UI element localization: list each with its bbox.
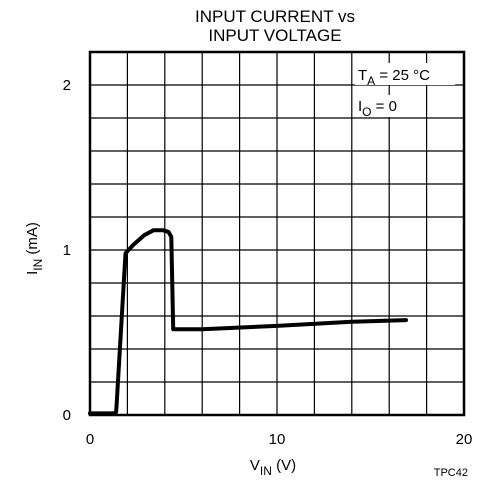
grid [90,52,464,415]
chart-title-line-1: INPUT CURRENT vs [195,7,355,26]
annotation-output-current: IO = 0 [358,98,397,119]
x-tick-label: 10 [269,431,286,448]
annotation-box-2 [355,95,407,117]
y-tick-labels: 0 1 2 [63,77,71,424]
figure-code: TPC42 [434,467,468,479]
annotations: TA = 25 °C IO = 0 [355,63,455,119]
x-tick-labels: 0 10 20 [86,431,473,448]
series-line [88,228,408,416]
y-tick-label: 2 [63,77,71,94]
x-tick-label: 20 [456,431,473,448]
x-tick-label: 0 [86,431,94,448]
chart-title-line-2: INPUT VOLTAGE [208,26,342,45]
y-tick-label: 0 [63,407,71,424]
x-axis-label: VIN (V) [250,457,296,478]
y-axis-label: IIN (mA) [24,222,45,275]
annotation-temperature: TA = 25 °C [358,67,430,88]
annotation-box-1 [355,63,455,85]
plot-frame [88,50,466,417]
y-tick-label: 1 [63,242,71,259]
